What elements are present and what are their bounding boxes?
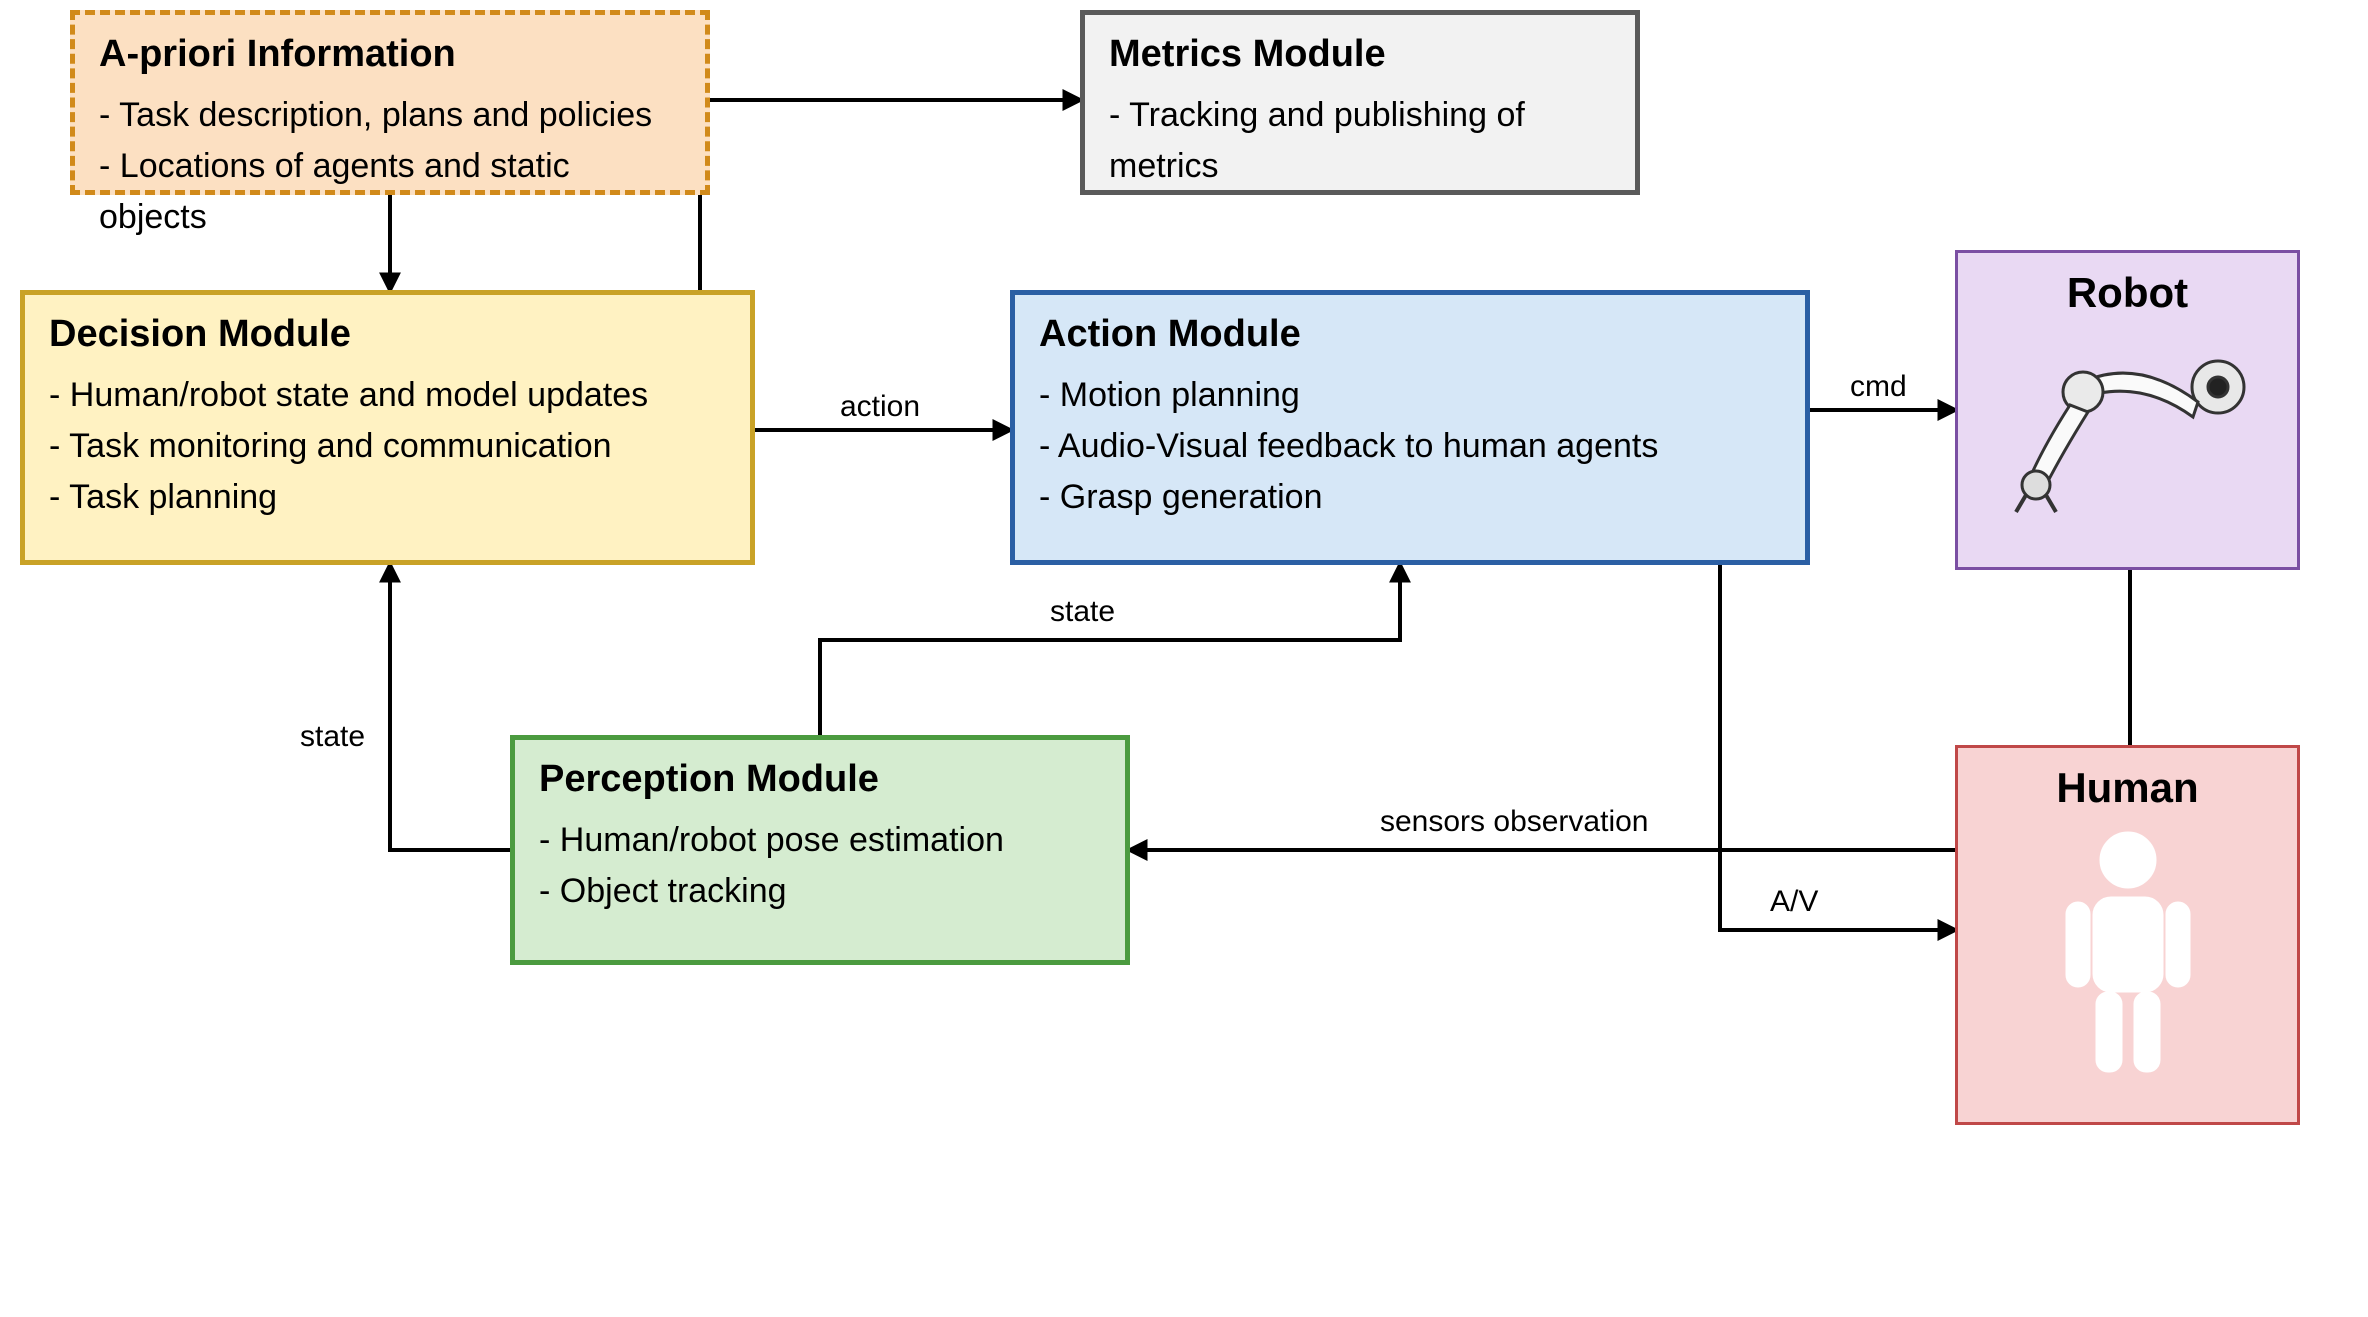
arrow-label-human-action: A/V — [1770, 885, 1818, 919]
arrow-decision-metrics — [700, 100, 1080, 290]
robot-arm-icon — [1958, 327, 2297, 527]
action-item-1: Audio-Visual feedback to human agents — [1039, 421, 1781, 472]
action-items: Motion planning Audio-Visual feedback to… — [1039, 370, 1781, 523]
robot-box: Robot — [1955, 250, 2300, 570]
arrow-label-action-robot: cmd — [1850, 370, 1907, 404]
action-item-2: Grasp generation — [1039, 472, 1781, 523]
arrow-label-decision-action: action — [840, 390, 920, 424]
metrics-item-0: Tracking and publishing of metrics — [1109, 90, 1611, 192]
metrics-title: Metrics Module — [1109, 33, 1611, 76]
action-title: Action Module — [1039, 313, 1781, 356]
perception-items: Human/robot pose estimation Object track… — [539, 815, 1101, 917]
arrow-label-robot-perception: sensors observation — [1380, 805, 1648, 839]
arrow-human-action — [1720, 565, 1955, 930]
decision-items: Human/robot state and model updates Task… — [49, 370, 726, 523]
action-item-0: Motion planning — [1039, 370, 1781, 421]
apriori-box: A-priori Information Task description, p… — [70, 10, 710, 195]
decision-item-2: Task planning — [49, 472, 726, 523]
arrow-label-perception-decision: state — [300, 720, 365, 754]
apriori-items: Task description, plans and policies Loc… — [99, 90, 681, 243]
metrics-box: Metrics Module Tracking and publishing o… — [1080, 10, 1640, 195]
metrics-items: Tracking and publishing of metrics — [1109, 90, 1611, 192]
decision-title: Decision Module — [49, 313, 726, 356]
arrow-perception-decision — [390, 565, 510, 850]
apriori-title: A-priori Information — [99, 33, 681, 76]
arrow-label-perception-action: state — [1050, 595, 1115, 629]
arrow-perception-action — [820, 565, 1400, 735]
diagram-canvas: A-priori Information Task description, p… — [0, 0, 2368, 1317]
human-icon — [1958, 822, 2297, 1082]
perception-item-1: Object tracking — [539, 866, 1101, 917]
action-box: Action Module Motion planning Audio-Visu… — [1010, 290, 1810, 565]
robot-title: Robot — [1958, 269, 2297, 317]
decision-item-1: Task monitoring and communication — [49, 421, 726, 472]
perception-box: Perception Module Human/robot pose estim… — [510, 735, 1130, 965]
decision-item-0: Human/robot state and model updates — [49, 370, 726, 421]
decision-box: Decision Module Human/robot state and mo… — [20, 290, 755, 565]
perception-title: Perception Module — [539, 758, 1101, 801]
human-box: Human — [1955, 745, 2300, 1125]
apriori-item-1: Locations of agents and static objects — [99, 141, 681, 243]
perception-item-0: Human/robot pose estimation — [539, 815, 1101, 866]
apriori-item-0: Task description, plans and policies — [99, 90, 681, 141]
human-title: Human — [1958, 764, 2297, 812]
